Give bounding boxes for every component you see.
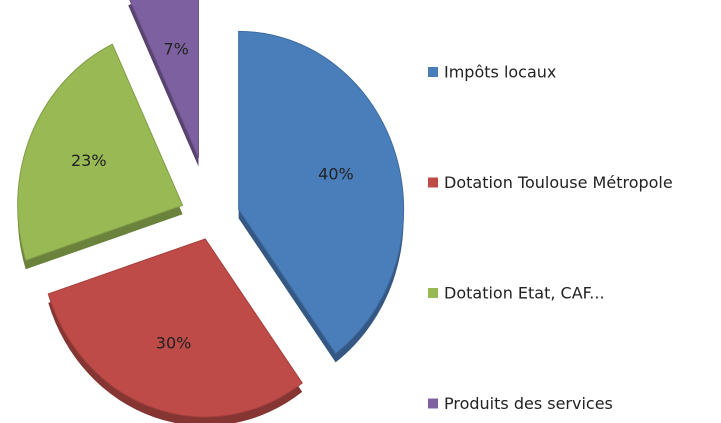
legend-label: Produits des services	[444, 394, 613, 413]
legend-swatch	[428, 177, 438, 188]
data-label: 30%	[156, 333, 192, 352]
legend-label: Dotation Etat, CAF...	[444, 284, 605, 303]
slice	[47, 238, 303, 418]
slice	[17, 43, 184, 261]
data-label: 23%	[71, 151, 107, 170]
data-label: 7%	[163, 39, 188, 58]
legend-label: Dotation Toulouse Métropole	[444, 173, 673, 192]
legend-label: Impôts locaux	[444, 63, 556, 82]
slice	[129, 0, 199, 158]
legend-swatch	[428, 288, 438, 298]
data-label: 40%	[318, 165, 354, 184]
slice	[238, 30, 405, 355]
legend-swatch	[428, 398, 438, 409]
legend-swatch	[428, 67, 438, 77]
